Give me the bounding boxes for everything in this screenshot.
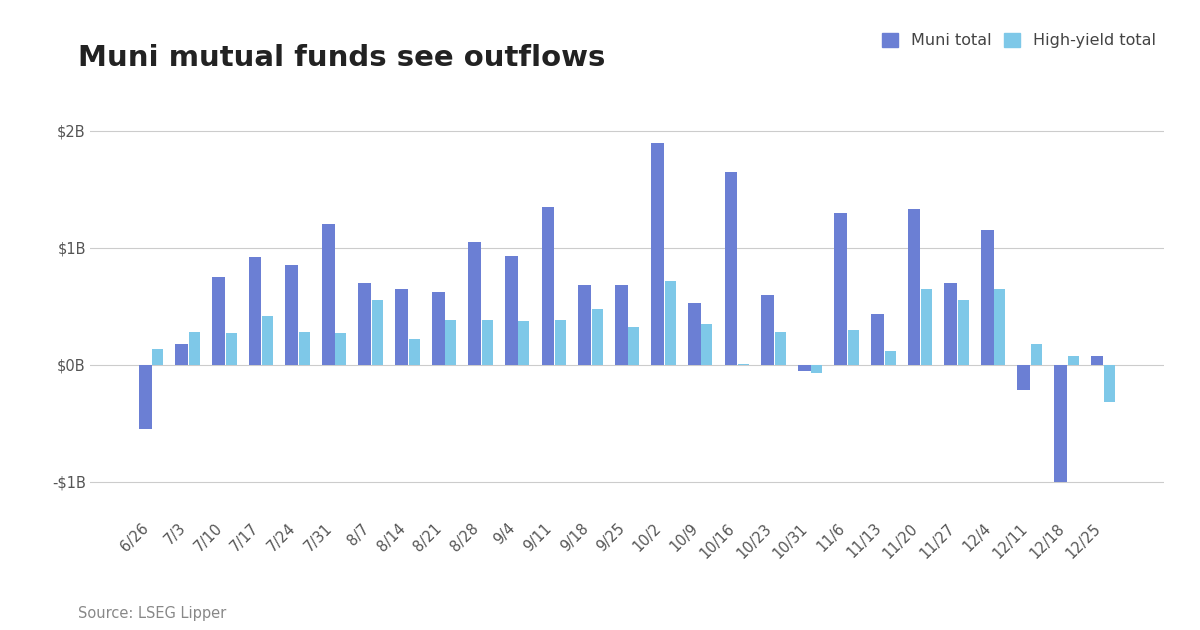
Bar [688,303,701,365]
Bar [139,365,151,429]
Bar [505,256,517,365]
Bar [922,289,932,365]
Bar [958,301,968,365]
Bar [445,320,456,365]
Bar [359,283,371,365]
Bar [212,277,224,365]
Bar [775,332,786,365]
Bar [871,314,884,365]
Bar [980,231,994,365]
Bar [652,142,664,365]
Bar [811,365,822,373]
Bar [614,285,628,365]
Bar [248,257,262,365]
Bar [944,283,958,365]
Bar [188,332,200,365]
Bar [884,351,895,365]
Bar [1068,357,1079,365]
Bar [1091,357,1104,365]
Bar [468,242,481,365]
Bar [518,321,529,365]
Bar [556,320,566,365]
Text: Source: LSEG Lipper: Source: LSEG Lipper [78,605,227,621]
Bar [432,292,444,365]
Bar [798,365,810,370]
Bar [665,280,676,365]
Bar [592,309,602,365]
Bar [834,213,847,365]
Bar [336,333,347,365]
Bar [409,339,420,365]
Bar [175,343,188,365]
Bar [738,364,749,365]
Bar [629,327,640,365]
Bar [1031,343,1042,365]
Bar [299,332,310,365]
Bar [907,209,920,365]
Bar [1054,365,1067,481]
Bar [1104,365,1115,402]
Bar [848,329,859,365]
Bar [725,172,737,365]
Bar [395,289,408,365]
Bar [482,320,493,365]
Bar [226,333,236,365]
Bar [1018,365,1031,391]
Bar [541,207,554,365]
Bar [152,350,163,365]
Bar [286,265,298,365]
Bar [702,324,713,365]
Bar [372,301,383,365]
Bar [322,224,335,365]
Text: Muni mutual funds see outflows: Muni mutual funds see outflows [78,44,605,72]
Bar [761,295,774,365]
Bar [262,316,274,365]
Bar [995,289,1006,365]
Legend: Muni total, High-yield total: Muni total, High-yield total [882,33,1156,49]
Bar [578,285,590,365]
